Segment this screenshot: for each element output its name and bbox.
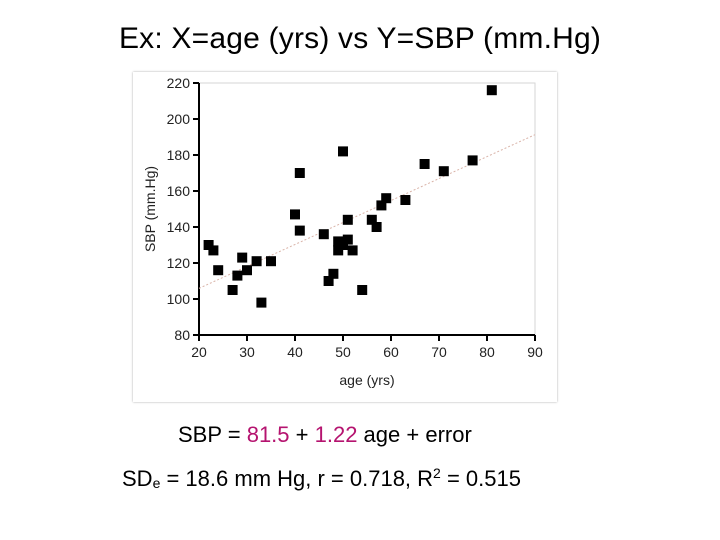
data-point (242, 265, 252, 276)
scatter-chart: 80 100 120 140 160 180 200 220 20 30 40 50 60 70 80 90 … (133, 72, 557, 402)
sd-and-r-text: = 18.6 mm Hg, r = 0.718, R (160, 466, 434, 491)
data-point (338, 146, 348, 157)
data-point (366, 214, 377, 225)
plot-border (198, 82, 536, 336)
x-tick-label: 60 (383, 344, 399, 360)
equation-suffix: age + error (357, 422, 472, 447)
data-point (347, 245, 358, 256)
data-point (438, 166, 449, 177)
data-point (203, 240, 214, 250)
y-tick-label: 80 (174, 327, 190, 343)
x-tick-label: 50 (335, 344, 351, 360)
data-point (467, 155, 478, 166)
data-points (203, 85, 497, 308)
equation-plus: + (289, 422, 315, 447)
x-tick-label: 70 (431, 344, 447, 360)
data-point (400, 195, 411, 205)
sd-prefix: SD (122, 466, 153, 491)
y-tick-label: 180 (167, 147, 191, 163)
data-point (338, 240, 348, 250)
data-point (376, 200, 387, 211)
sd-subscript: e (152, 475, 161, 491)
y-tick-label: 220 (167, 75, 191, 91)
data-point (227, 285, 238, 295)
x-tick-label: 40 (287, 344, 303, 360)
plot-frame (198, 82, 536, 336)
r2-superscript: 2 (433, 465, 441, 481)
data-point (294, 225, 305, 236)
y-tick-label: 160 (167, 183, 191, 199)
data-point (342, 214, 353, 225)
data-point (381, 193, 392, 204)
x-tick-label: 20 (191, 344, 207, 360)
x-tick-label: 30 (239, 344, 255, 360)
data-point (256, 297, 267, 308)
intercept-value: 81.5 (246, 422, 290, 447)
r2-value: = 0.515 (440, 466, 521, 491)
data-point (323, 276, 334, 286)
data-point (290, 209, 300, 220)
data-point (419, 159, 430, 169)
data-point (208, 245, 219, 256)
data-point (232, 270, 243, 281)
y-tick-label: 200 (167, 111, 191, 127)
y-tick-label: 100 (167, 291, 191, 307)
data-point (371, 222, 382, 232)
data-point (266, 256, 276, 267)
x-tick-label: 90 (527, 344, 543, 360)
data-point (251, 256, 262, 267)
data-point (328, 268, 339, 279)
regression-equation: SBP = 81.5 + 1.22 age + error (178, 422, 472, 448)
data-point (342, 234, 353, 245)
x-axis-label: age (yrs) (339, 372, 394, 388)
data-point (357, 285, 368, 295)
data-point (486, 85, 497, 96)
data-point (213, 265, 224, 276)
equation-prefix: SBP = (178, 422, 247, 447)
data-point (237, 252, 248, 263)
slide-title: Ex: X=age (yrs) vs Y=SBP (mm.Hg) (118, 22, 602, 55)
x-tick-label: 80 (479, 344, 495, 360)
y-axis-label: SBP (mm.Hg) (142, 166, 158, 252)
data-point (318, 229, 329, 240)
data-point (294, 168, 305, 178)
data-point (333, 245, 344, 256)
slope-value: 1.22 (314, 422, 358, 447)
axis-ticks: 80 100 120 140 160 180 200 220 20 30 40 50 60 70 80 90 (167, 75, 543, 360)
y-tick-label: 140 (167, 219, 191, 235)
y-tick-label: 120 (167, 255, 191, 271)
fit-statistics: SDe = 18.6 mm Hg, r = 0.718, R2 = 0.515 (122, 466, 521, 492)
